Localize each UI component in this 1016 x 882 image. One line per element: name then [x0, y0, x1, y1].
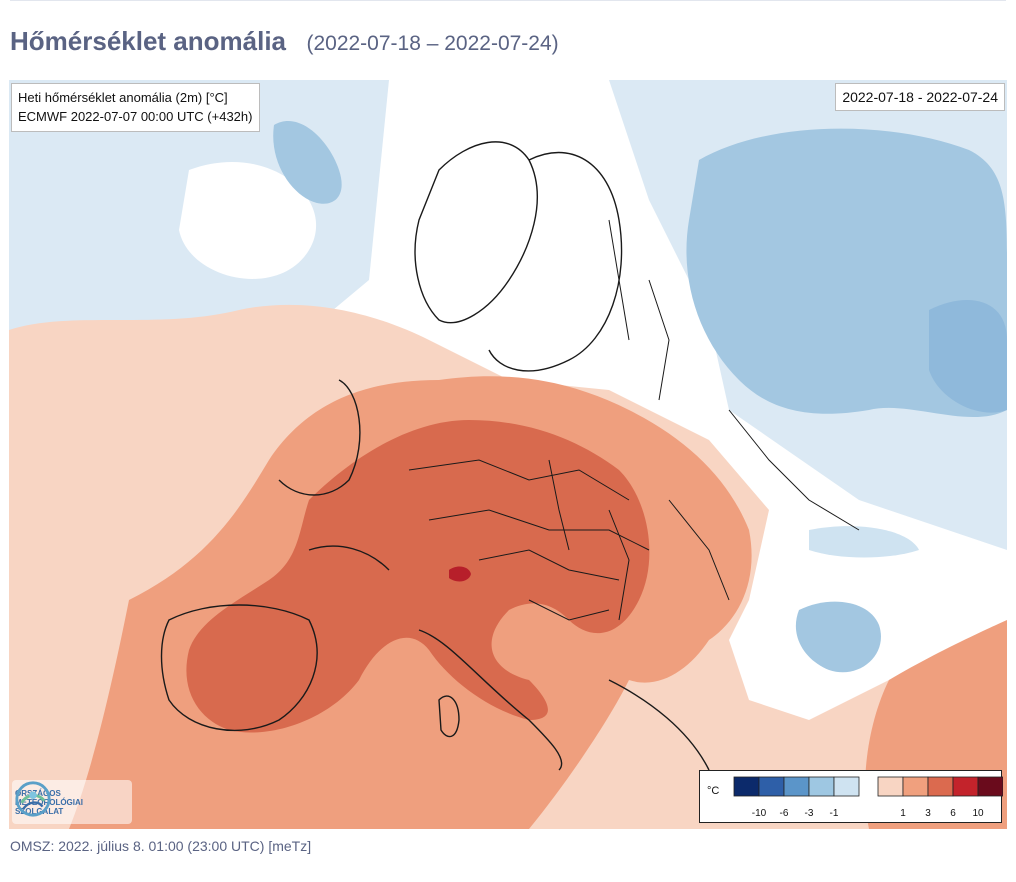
omsz-logo-icon — [15, 781, 51, 817]
warm-swatch-1 — [902, 776, 929, 797]
top-divider — [10, 0, 1006, 1]
color-legend: °C -10 -6 -3 -1 1 3 6 10 — [699, 770, 1003, 823]
omsz-logo: ORSZÁGOS METEOROLÓGIAI SZOLGÁLAT — [12, 780, 132, 824]
cool-anomaly — [809, 526, 919, 558]
country-borders — [408, 219, 860, 621]
cold-swatch-0 — [733, 776, 760, 797]
logo-line-3: SZOLGÁLAT — [15, 806, 64, 816]
coastlines — [160, 141, 710, 771]
legend-unit: °C — [707, 785, 720, 797]
neutral-area — [179, 161, 317, 279]
cold-tick-label: -10 — [751, 808, 767, 819]
warm-swatch-0 — [877, 776, 904, 797]
warm-swatch-3 — [952, 776, 979, 797]
map-variable-label: Heti hőmérséklet anomália (2m) [°C] — [18, 90, 228, 105]
logo-line-1: ORSZÁGOS — [15, 788, 61, 798]
map-period-label: 2022-07-18 - 2022-07-24 — [835, 83, 1005, 111]
page-title: Hőmérséklet anomália — [10, 26, 287, 56]
warm-tick-label: 6 — [950, 808, 956, 819]
warm-swatch-4 — [977, 776, 1003, 797]
warm-anomaly-strong — [186, 420, 650, 733]
page-header: Hőmérséklet anomália (2022-07-18 – 2022-… — [10, 26, 559, 57]
cold-anomaly-black-sea — [795, 601, 881, 673]
anomaly-map: Heti hőmérséklet anomália (2m) [°C] ECMW… — [9, 80, 1007, 829]
map-info-box: Heti hőmérséklet anomália (2m) [°C] ECMW… — [11, 83, 261, 132]
cold-swatch-2 — [783, 776, 810, 797]
footer-credit: OMSZ: 2022. július 8. 01:00 (23:00 UTC) … — [10, 838, 312, 854]
cold-tick-label: -6 — [779, 808, 789, 819]
cold-swatch-3 — [808, 776, 835, 797]
map-model-run: ECMWF 2022-07-07 00:00 UTC (+432h) — [18, 109, 253, 124]
cold-swatch-4 — [833, 776, 860, 797]
date-range: (2022-07-18 – 2022-07-24) — [306, 32, 559, 55]
map-canvas — [9, 80, 1007, 829]
cold-anomaly-east — [929, 300, 1007, 413]
warm-tick-label: 3 — [925, 808, 931, 819]
warm-tick-label: 1 — [900, 808, 906, 819]
warm-tick-label: 10 — [972, 808, 984, 819]
warm-anomaly-extreme — [449, 566, 471, 582]
cold-swatch-1 — [758, 776, 785, 797]
cold-tick-label: -3 — [804, 808, 814, 819]
cold-anomaly-russia — [686, 128, 1007, 417]
cold-anomaly-atlantic — [273, 121, 342, 204]
legend-swatches — [733, 776, 1003, 797]
cold-tick-label: -1 — [829, 808, 839, 819]
warm-swatch-2 — [927, 776, 954, 797]
